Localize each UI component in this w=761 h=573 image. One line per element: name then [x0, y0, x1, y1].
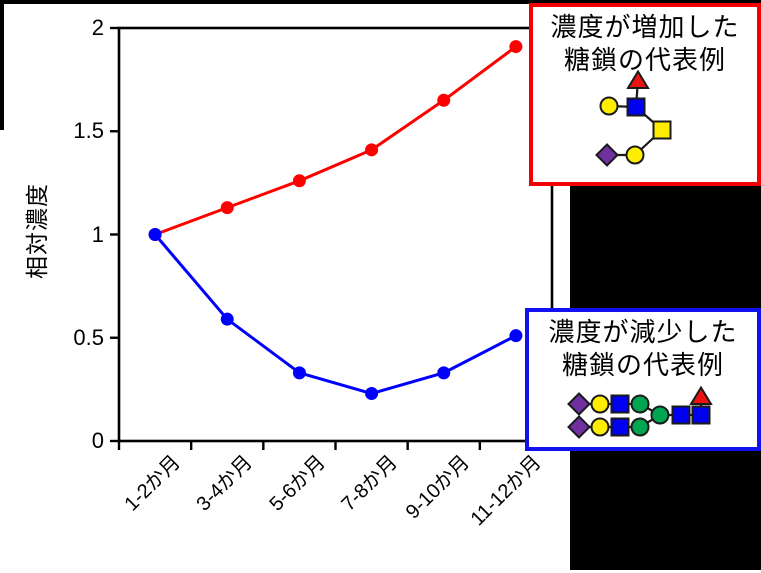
data-point-marker [292, 174, 306, 188]
series-line-0 [154, 45, 517, 236]
glycan-triangle-icon [626, 69, 650, 89]
glycan-circle-icon [630, 394, 650, 414]
data-point-marker [220, 312, 234, 326]
legend-decreased-box: 濃度が減少した 糖鎖の代表例 [525, 308, 761, 451]
data-point-marker [292, 366, 306, 380]
legend-decreased-line1: 濃度が減少した [548, 317, 738, 347]
glycan-diamond-icon [567, 392, 591, 416]
data-point-marker [148, 228, 162, 241]
data-point-marker [437, 366, 451, 380]
glycan-square-icon [626, 97, 646, 117]
y-tick-label: 2 [91, 15, 104, 40]
glycan-circle-icon [625, 145, 645, 165]
glycan-circle-icon [650, 405, 670, 425]
y-tick-label: 0 [91, 428, 104, 453]
glycan-circle-icon [630, 417, 650, 437]
y-tick-label: 0.5 [73, 324, 104, 350]
glycan-square-icon [610, 417, 630, 437]
y-tick-label: 1 [91, 221, 104, 247]
legend-decreased-line2: 糖鎖の代表例 [561, 350, 724, 380]
data-point-marker [365, 143, 379, 157]
glycan-circle-icon [590, 394, 610, 414]
data-point-marker [365, 387, 379, 401]
slide-background-top-strip [0, 0, 761, 4]
plot-frame [117, 26, 554, 443]
legend-increased-line2: 糖鎖の代表例 [563, 45, 726, 75]
legend-increased-box: 濃度が増加した 糖鎖の代表例 [529, 3, 761, 186]
glycan-increased-diagram [595, 69, 672, 167]
data-point-marker [509, 329, 523, 343]
glycan-decreased-diagram [567, 385, 713, 439]
glycan-square-icon [652, 120, 672, 140]
data-point-marker [509, 40, 523, 54]
glycan-triangle-icon [689, 385, 713, 405]
glycan-circle-icon [599, 96, 619, 116]
data-point-marker [437, 93, 451, 107]
legend-increased-line1: 濃度が増加した [550, 12, 740, 42]
y-tick-label: 1.5 [73, 118, 104, 144]
glycan-square-icon [610, 394, 630, 414]
series-line-1 [153, 233, 517, 396]
glycan-diamond-icon [595, 143, 619, 167]
glycan-square-icon [671, 405, 691, 425]
data-point-marker [220, 201, 234, 215]
glycan-diamond-icon [567, 415, 591, 439]
glycan-square-icon [691, 405, 711, 425]
slide-background-left-strip [0, 0, 4, 130]
glycan-circle-icon [590, 417, 610, 437]
